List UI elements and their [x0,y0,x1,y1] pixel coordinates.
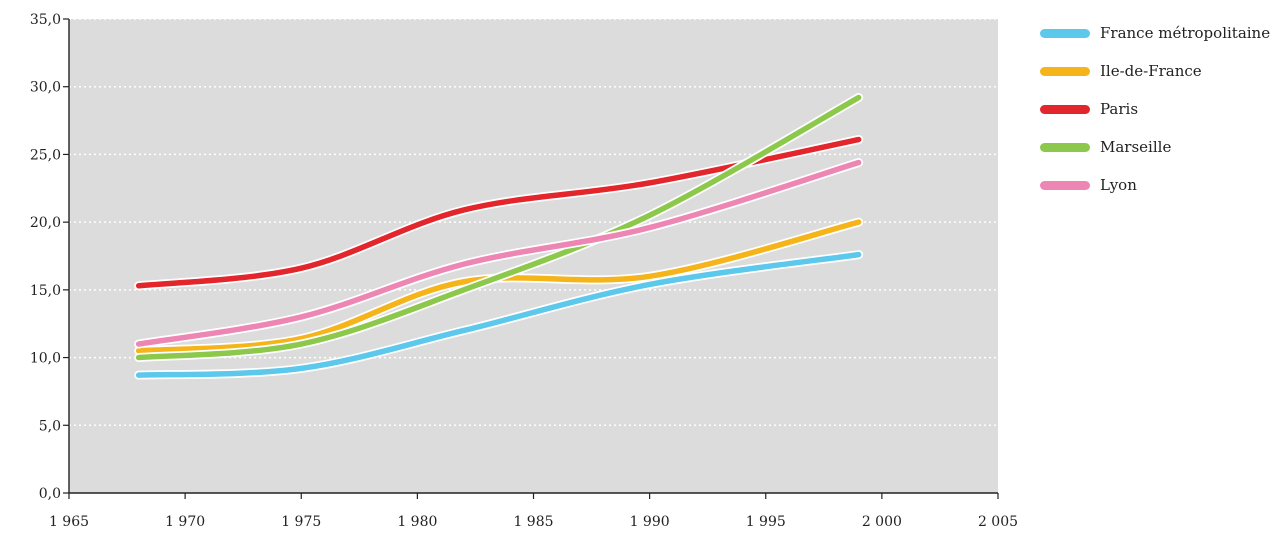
legend-item-lyon: Lyon [1040,166,1270,204]
x-tick-label: 2 000 [862,514,902,530]
legend-swatch [1040,66,1090,76]
tick-labels: 0,0 5,0 10,0 15,0 20,0 25,0 30,0 35,0 1 965 1 970… [30,12,1018,530]
legend-label: Marseille [1100,138,1172,156]
legend-item-marseille: Marseille [1040,128,1270,166]
y-tick-label: 15,0 [30,283,61,299]
line-chart: 0,0 5,0 10,0 15,0 20,0 25,0 30,0 35,0 1 965 1 970… [30,12,1018,530]
legend-swatch [1040,142,1090,152]
legend-label: Lyon [1100,176,1137,194]
legend-item-ile-de-france: Ile-de-France [1040,52,1270,90]
x-tick-label: 1 970 [165,514,205,530]
y-tick-label: 30,0 [30,80,61,96]
x-tick-label: 2 005 [978,514,1018,530]
legend-swatch [1040,104,1090,114]
y-tick-label: 10,0 [30,351,61,367]
legend-swatch [1040,28,1090,38]
series-line-lyon [135,159,862,347]
legend-label: France métropolitaine [1100,24,1271,42]
legend-item-france-metropolitaine: France métropolitaine [1040,14,1270,52]
y-tick-label: 5,0 [39,418,61,434]
y-tick-label: 35,0 [30,12,61,28]
x-tick-label: 1 985 [513,514,553,530]
axes [63,18,999,499]
x-tick-label: 1 965 [49,514,89,530]
y-tick-label: 20,0 [30,215,61,231]
series-line-ile-de-france [135,219,862,354]
legend-label: Ile-de-France [1100,62,1202,80]
series-lines [134,93,864,380]
x-tick-label: 1 975 [281,514,321,530]
x-tick-label: 1 990 [630,514,670,530]
series-line-marseille [135,94,862,361]
x-tick-label: 1 995 [746,514,786,530]
series-line-france-metropolitaine [135,251,862,378]
y-tick-label: 25,0 [30,147,61,163]
legend-label: Paris [1100,100,1139,118]
legend: France métropolitaine Ile-de-France Paris M… [1040,14,1270,204]
x-tick-label: 1 980 [397,514,437,530]
y-tick-label: 0,0 [39,486,61,502]
legend-item-paris: Paris [1040,90,1270,128]
legend-swatch [1040,180,1090,190]
